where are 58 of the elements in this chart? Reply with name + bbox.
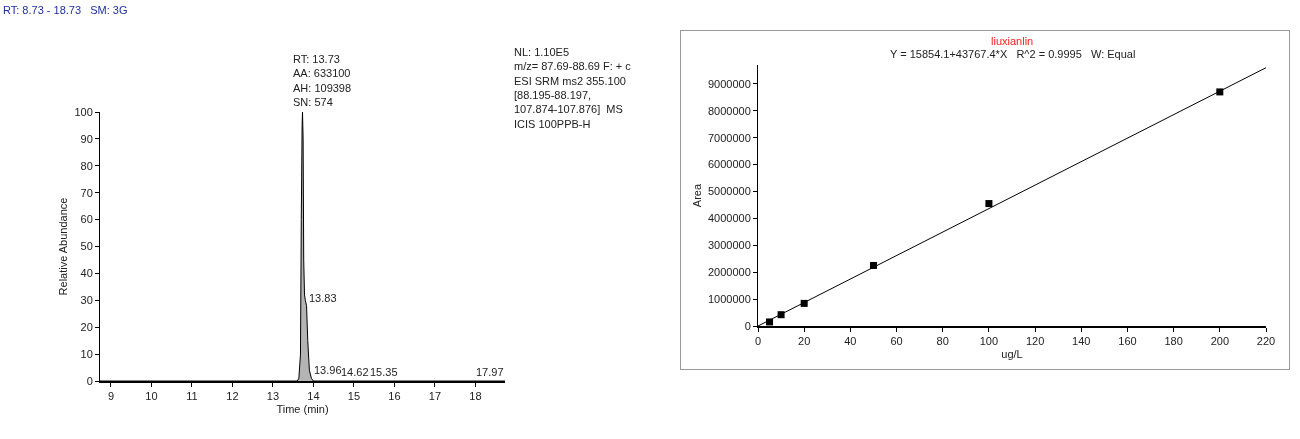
annotation: 13.83 [309, 292, 337, 304]
x-tick-label: 16 [388, 390, 401, 403]
x-tick-label: 14 [307, 390, 320, 403]
y-tick-label: 40 [80, 267, 93, 280]
x-tick-label: 100 [979, 335, 999, 348]
y-tick-label: 10 [80, 347, 93, 360]
annotation: 14.62 [341, 366, 369, 378]
x-tick-label: 140 [1072, 335, 1091, 348]
x-tick-label: 20 [798, 335, 811, 348]
x-tick-label: 15 [347, 390, 361, 403]
x-tick-label: 9 [107, 390, 114, 403]
y-tick-label: 0 [744, 319, 751, 332]
x-axis-title: Time (min) [276, 402, 329, 415]
annotation: 17.97 [476, 366, 504, 378]
y-tick-label: 30 [80, 294, 93, 307]
y-tick-label: 90 [80, 132, 93, 145]
x-axis-title: ug/L [1001, 347, 1023, 360]
x-tick-label: 40 [844, 335, 857, 348]
y-tick-label: 4000000 [707, 212, 751, 225]
y-tick-label: 9000000 [707, 77, 751, 90]
x-tick-label: 13 [266, 390, 280, 403]
x-tick-label: 80 [936, 335, 949, 348]
annotation: RT: 13.73 AA: 633100 AH: 109398 SN: 574 [293, 53, 352, 108]
y-tick-label: 1000000 [707, 292, 751, 305]
chart-title: liuxianlin [991, 35, 1034, 47]
y-tick-label: 5000000 [707, 185, 751, 198]
point [985, 200, 993, 208]
x-tick-label: 11 [186, 390, 198, 403]
y-tick-label: 60 [80, 213, 93, 226]
x-tick-label: 17 [428, 390, 442, 403]
chart-title: RT: 8.73 - 18.73 SM: 3G [3, 4, 128, 16]
y-tick-label: 100 [74, 105, 93, 118]
x-tick-label: 0 [754, 335, 762, 348]
x-tick-label: 220 [1256, 335, 1276, 348]
y-tick-label: 7000000 [707, 131, 751, 144]
y-tick-label: 3000000 [707, 239, 751, 252]
chart-subtitle: Y = 15854.1+43767.4*X R^2 = 0.9995 W: Equal [890, 48, 1136, 60]
text: NL: 1.10E5 m/z= 87.69-88.69 F: + c ESI SRM ms2 355.100 [88.195-88.197, 107.874-107.876] MS ICIS 100PPB-H [514, 46, 632, 130]
y-tick-label: 6000000 [707, 158, 751, 171]
annotation: 15.35 [370, 366, 398, 378]
x-tick-label: 160 [1118, 335, 1137, 348]
x-tick-label: 12 [226, 390, 239, 403]
x-tick-label: 18 [469, 390, 482, 403]
x-tick-label: 120 [1025, 335, 1045, 348]
x-tick-label: 10 [145, 390, 158, 403]
x-tick-label: 60 [890, 335, 903, 348]
y-tick-label: 80 [80, 159, 93, 172]
y-tick-label: 0 [86, 374, 93, 387]
x-tick-label: 180 [1164, 335, 1183, 348]
y-tick-label: 2000000 [707, 266, 751, 279]
y-tick-label: 8000000 [707, 104, 751, 117]
y-tick-label: 20 [80, 321, 93, 334]
y-axis-title: Area [690, 183, 703, 208]
y-tick-label: 70 [80, 186, 93, 199]
y-axis-title: Relative Abundance [57, 197, 70, 296]
annotation: 13.96 [314, 364, 342, 376]
x-tick-label: 200 [1210, 335, 1229, 348]
y-tick-label: 50 [80, 240, 93, 253]
